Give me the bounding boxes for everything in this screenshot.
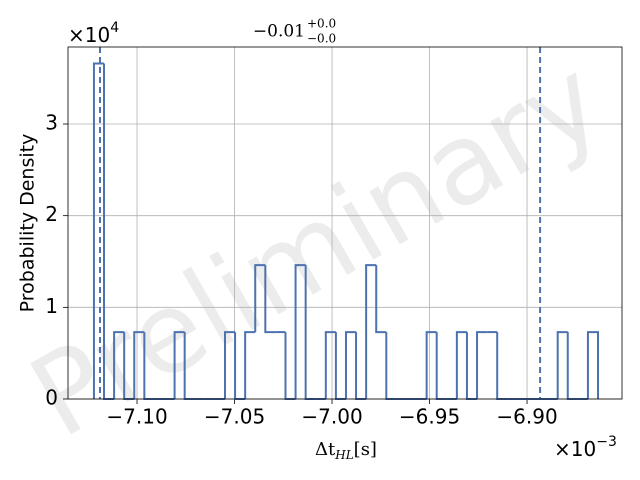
y-tick-label: 0: [45, 386, 58, 410]
y-offset-base: ×10: [68, 23, 110, 47]
histogram-bin: [223, 331, 236, 399]
histogram-bin: [385, 332, 397, 400]
title-upper: +0.0: [307, 17, 336, 31]
histogram-bin: [496, 332, 508, 400]
histogram-bin: [355, 332, 367, 400]
histogram-bin: [586, 331, 600, 399]
x-offset-base: ×10: [554, 437, 596, 461]
histogram-bin: [284, 332, 296, 400]
histogram-bin: [566, 332, 578, 400]
histogram-bin: [344, 331, 357, 399]
histogram-bin: [375, 265, 387, 334]
y-tick-label: 1: [45, 294, 58, 318]
x-axis-label: ΔtHL[s]: [315, 439, 377, 462]
histogram-bin: [244, 331, 256, 399]
x-tick-label: −6.90: [496, 405, 557, 429]
x-tick-label: −7.10: [106, 405, 167, 429]
y-tick-label: 3: [45, 111, 58, 135]
title-lower: −0.0: [307, 32, 336, 46]
chart-title: −0.01: [253, 22, 305, 42]
histogram-bin: [173, 331, 185, 399]
histogram-bin: [334, 332, 346, 400]
histogram-bin: [254, 264, 266, 333]
plot-frame: [67, 46, 623, 400]
histogram-bin: [465, 332, 478, 400]
x-tick-label: −7.00: [301, 405, 362, 429]
x-offset: ×10−3: [554, 434, 617, 461]
x-label-main: Δt: [315, 439, 336, 460]
histogram-bin: [476, 331, 488, 399]
y-tick-label: 2: [45, 202, 58, 226]
y-offset-exp: 4: [110, 20, 119, 36]
histogram-bin: [425, 331, 437, 399]
y-axis-label: Probability Density: [17, 134, 39, 313]
histogram-bin: [133, 331, 145, 399]
histogram-bin: [92, 62, 105, 399]
histogram-bin: [556, 331, 568, 399]
histogram-bin: [324, 331, 336, 399]
x-tick-label: −6.95: [399, 405, 460, 429]
x-tick-label: −7.05: [204, 405, 265, 429]
x-offset-exp: −3: [596, 434, 617, 450]
x-label-unit: [s]: [354, 439, 377, 460]
histogram-bin: [264, 265, 276, 334]
histogram-bin: [113, 331, 125, 399]
histogram-bin: [365, 264, 377, 399]
histogram-bin: [455, 331, 467, 399]
x-label-sub: HL: [334, 448, 353, 462]
y-offset: ×104: [68, 20, 119, 47]
histogram-bin: [435, 332, 447, 400]
histogram-bin: [294, 264, 306, 399]
